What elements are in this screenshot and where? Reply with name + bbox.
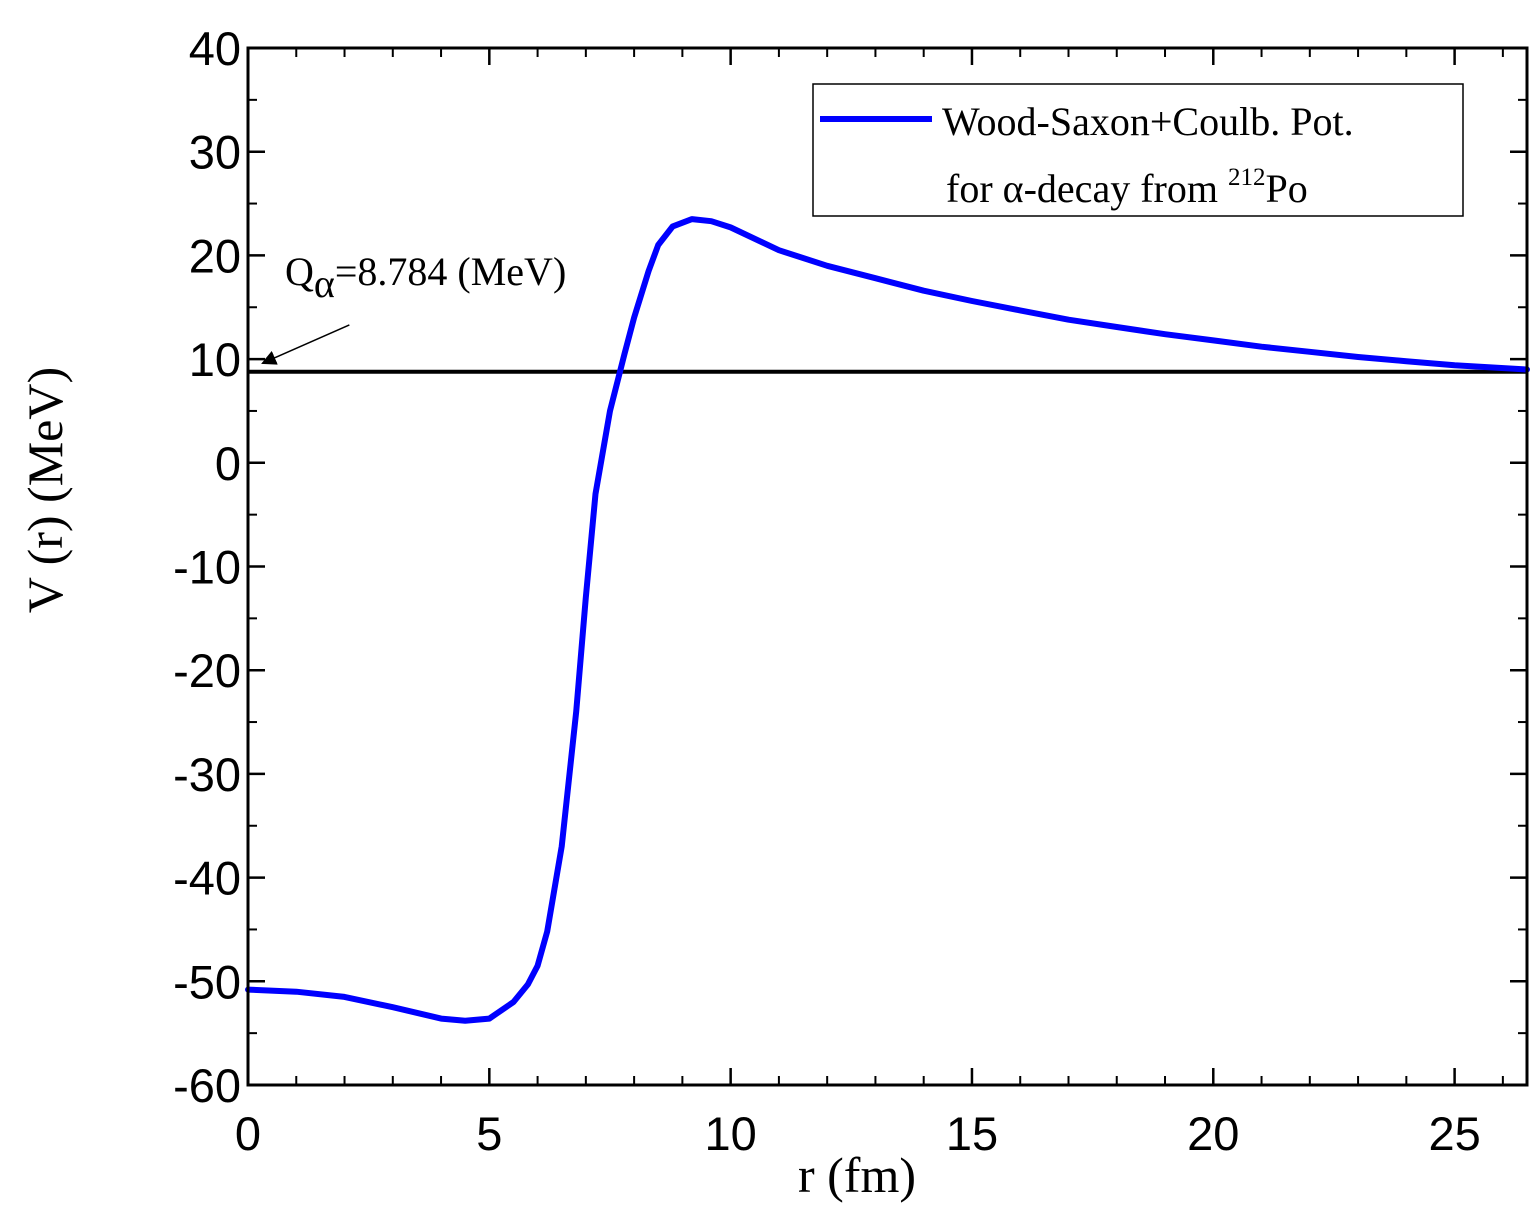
q-alpha-label: Qα=8.784 (MeV) [285, 249, 566, 306]
y-tick-label: -20 [173, 644, 241, 697]
y-axis-title: V (r) (MeV) [17, 367, 73, 613]
x-axis-title: r (fm) [798, 1147, 916, 1203]
y-tick-label: -10 [173, 541, 241, 594]
x-tick-labels: 0 5 10 15 20 25 [235, 1107, 1481, 1160]
plot-frame [246, 46, 1529, 1087]
y-tick-labels: -60 -50 -40 -30 -20 -10 0 10 20 30 40 [173, 22, 241, 1112]
q-alpha-arrow [261, 324, 350, 365]
x-tick-label: 10 [705, 1107, 757, 1160]
potential-curve [245, 216, 1530, 1024]
x-tick-label: 0 [235, 1107, 261, 1160]
y-tick-label: -30 [173, 748, 241, 801]
y-tick-label: 20 [189, 229, 241, 282]
q-alpha-annotation: Qα=8.784 (MeV) [261, 249, 566, 365]
x-tick-label: 25 [1428, 1107, 1480, 1160]
y-tick-label: 40 [189, 22, 241, 75]
x-tick-label: 5 [476, 1107, 502, 1160]
plot-data [245, 216, 1530, 1024]
y-tick-label: -40 [173, 852, 241, 905]
y-tick-label: -50 [173, 955, 241, 1008]
y-tick-label: 30 [189, 126, 241, 179]
legend-box [812, 83, 1464, 217]
y-tick-label: 0 [215, 437, 241, 490]
legend-label-line1: Wood-Saxon+Coulb. Pot. [942, 99, 1354, 144]
legend-label-line2: for α-decay from 212Po [946, 164, 1308, 211]
legend: Wood-Saxon+Coulb. Pot. for α-decay from … [812, 83, 1464, 217]
y-tick-label: 10 [189, 333, 241, 386]
x-tick-label: 20 [1187, 1107, 1239, 1160]
y-tick-label: -60 [173, 1059, 241, 1112]
x-tick-label: 15 [946, 1107, 998, 1160]
